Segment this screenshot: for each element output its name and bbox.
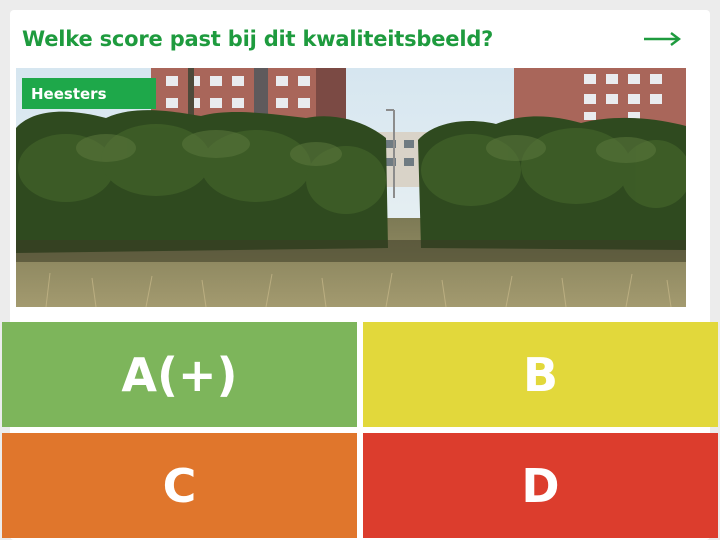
next-arrow-icon[interactable] <box>642 28 682 50</box>
answer-button-c[interactable]: C <box>2 433 357 538</box>
question-title: Welke score past bij dit kwaliteitsbeeld… <box>22 27 494 51</box>
answer-button-d[interactable]: D <box>363 433 718 538</box>
answer-button-a[interactable]: A(+) <box>2 322 357 427</box>
category-tag: Heesters <box>22 78 156 109</box>
quiz-header: Welke score past bij dit kwaliteitsbeeld… <box>22 24 682 54</box>
answer-grid: A(+) B C D <box>0 320 720 540</box>
answer-button-b[interactable]: B <box>363 322 718 427</box>
hedge-photo <box>16 68 686 307</box>
